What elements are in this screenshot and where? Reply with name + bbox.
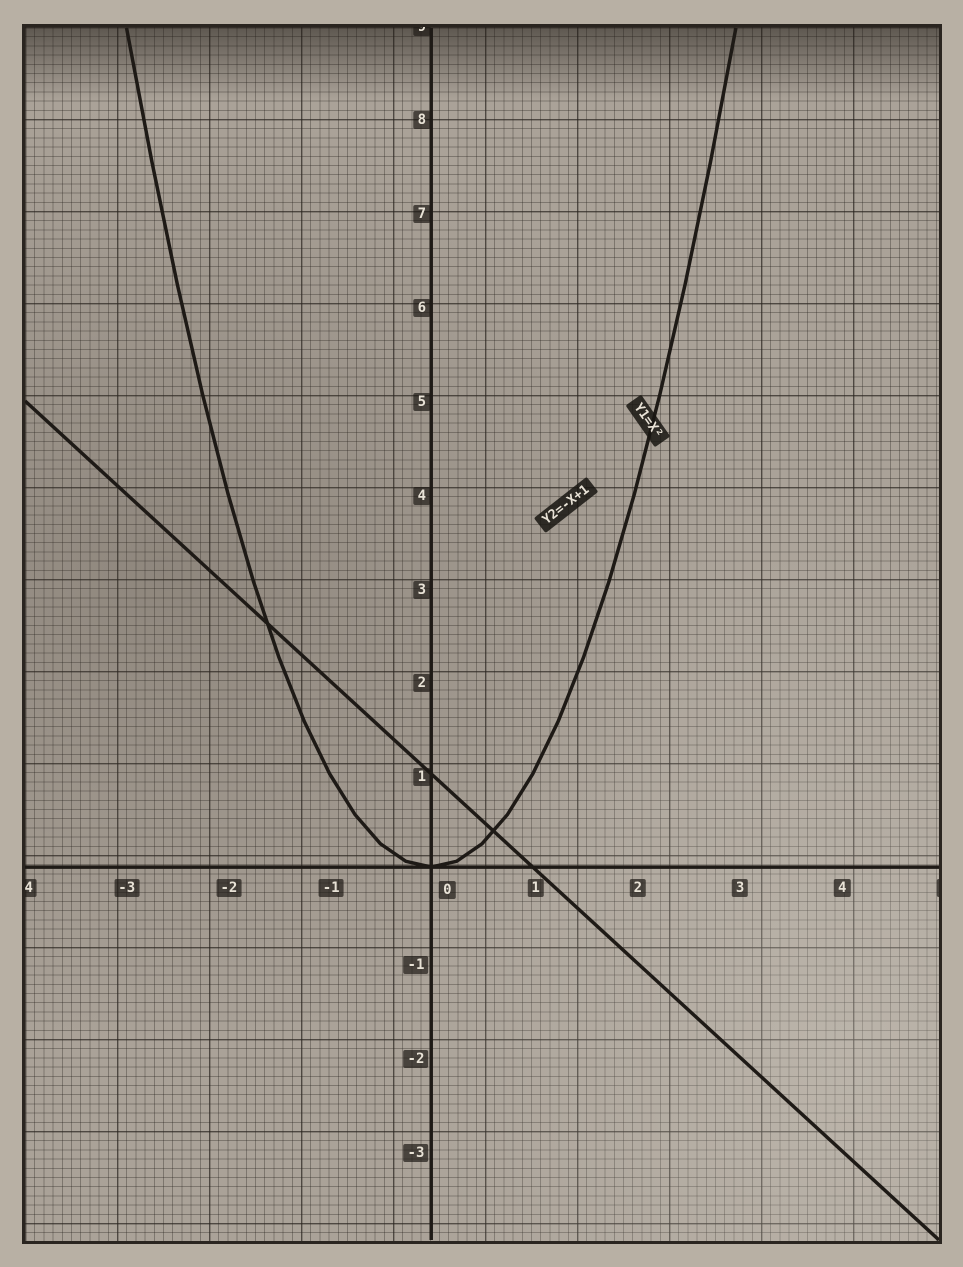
x-tick--4: -4 bbox=[22, 879, 37, 897]
x-tick--1: -1 bbox=[319, 879, 344, 897]
y-tick-7: 7 bbox=[414, 205, 430, 223]
x-tick-5: 5 bbox=[936, 879, 941, 897]
x-tick-4: 4 bbox=[834, 879, 850, 897]
x-tick-3: 3 bbox=[732, 879, 748, 897]
x-tick--2: -2 bbox=[217, 879, 242, 897]
y-tick--2: -2 bbox=[404, 1050, 429, 1068]
y-tick--3: -3 bbox=[404, 1144, 429, 1162]
x-tick-2: 2 bbox=[630, 879, 646, 897]
y-tick-8: 8 bbox=[414, 111, 430, 129]
y-tick-3: 3 bbox=[414, 581, 430, 599]
x-tick-1: 1 bbox=[527, 879, 543, 897]
plot-svg bbox=[25, 27, 939, 1241]
y-tick-1: 1 bbox=[414, 768, 430, 786]
y-tick-6: 6 bbox=[414, 299, 430, 317]
y-tick-4: 4 bbox=[414, 487, 430, 505]
y-tick-9: 9 bbox=[414, 24, 430, 36]
calculator-graph-screen: -4-3-2-112345-3-2-11234567890Y1=X²Y2=-X+… bbox=[22, 24, 942, 1244]
origin-label: 0 bbox=[439, 881, 455, 899]
y-tick-5: 5 bbox=[414, 393, 430, 411]
x-tick--3: -3 bbox=[114, 879, 139, 897]
y-tick-2: 2 bbox=[414, 674, 430, 692]
y-tick--1: -1 bbox=[404, 956, 429, 974]
